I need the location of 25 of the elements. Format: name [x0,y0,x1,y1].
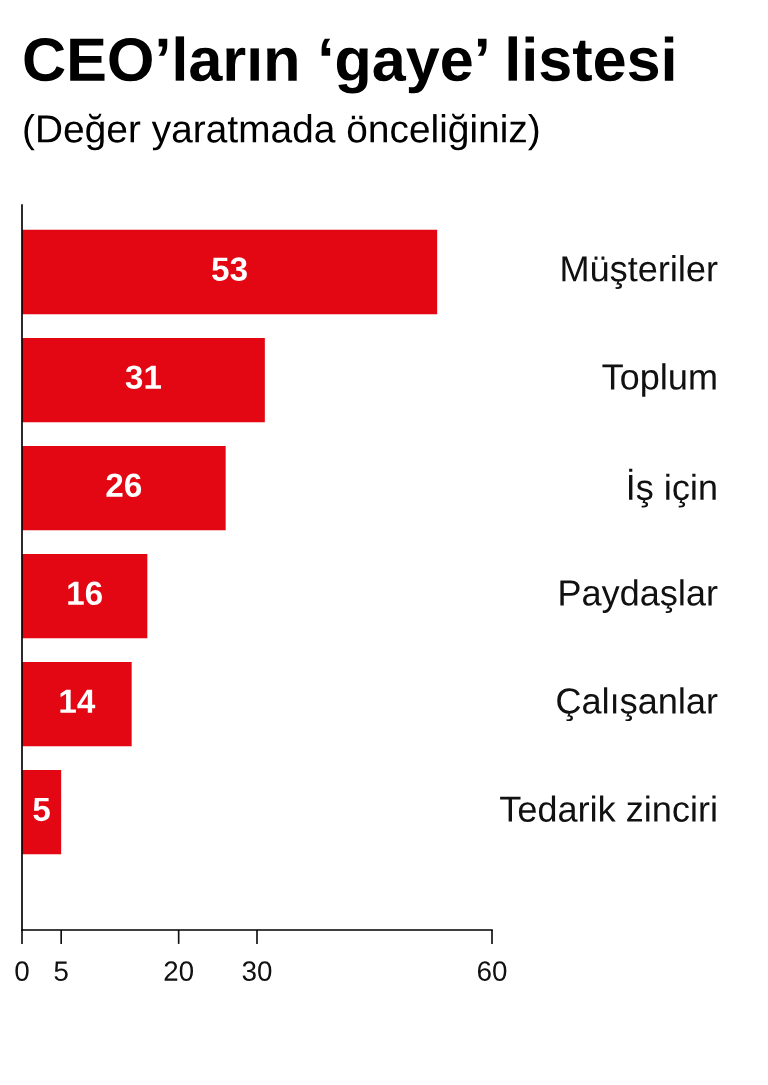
data-label: 5 [33,797,50,822]
bar [22,553,148,639]
bar [22,770,62,855]
x-tick-label: 60 [477,961,507,981]
x-tick-label: 30 [242,961,272,981]
y-tick-label: Toplum [602,363,716,397]
x-tick-label: 5 [54,961,68,981]
x-tick-label: 0 [15,961,29,981]
y-tick-label: İş için [629,468,716,508]
y-tick-label: Paydaşlar [560,579,718,614]
chart-title: CEO’ların ‘gaye’ listesi [24,36,674,94]
bar [22,337,265,423]
data-label: 16 [68,581,102,606]
data-label: 31 [125,365,162,390]
bar [22,229,438,315]
data-label: 53 [212,257,247,281]
chart-subtitle: (Değer yaratmada önceliğiniz) [24,113,539,151]
data-label: 26 [106,473,142,498]
x-tick-label: 20 [164,961,194,981]
bar [22,662,132,747]
y-tick-label: Müşteriler [562,255,718,289]
y-tick-label: Tedarik zinciri [500,795,716,822]
bar [22,445,226,531]
y-tick-label: Çalışanlar [557,687,718,722]
data-label: 14 [60,689,96,713]
